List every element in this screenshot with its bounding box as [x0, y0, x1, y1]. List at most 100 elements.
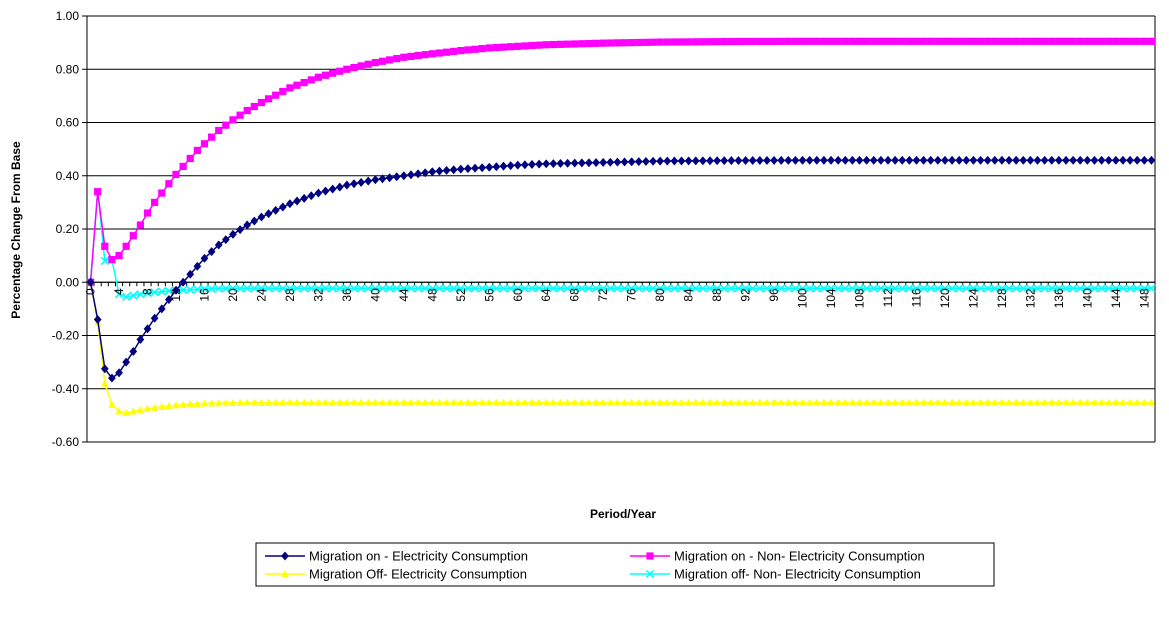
data-point [713, 398, 721, 406]
data-point [307, 398, 315, 406]
data-point [285, 284, 295, 293]
marker-stroke [385, 284, 394, 293]
data-point [1005, 155, 1013, 165]
data-point [1048, 37, 1056, 45]
data-point [663, 38, 671, 46]
data-point [677, 398, 686, 406]
y-tick-label: 1.00 [56, 9, 80, 23]
data-point [158, 189, 166, 197]
data-point [585, 39, 593, 48]
marker-stroke [186, 285, 195, 294]
data-point [635, 398, 643, 406]
data-point [770, 37, 778, 46]
data-point [763, 155, 771, 166]
marker-stroke [591, 284, 601, 293]
data-point [1140, 398, 1148, 406]
marker-stroke [1019, 284, 1028, 293]
data-point [507, 43, 515, 51]
data-point [200, 253, 209, 263]
data-point [905, 155, 914, 165]
data-point [563, 284, 572, 293]
x-tick-label: 72 [596, 288, 610, 302]
marker-stroke [883, 284, 893, 293]
data-point [157, 287, 166, 296]
data-point [570, 158, 579, 168]
data-point [585, 158, 593, 168]
data-point [969, 37, 978, 45]
data-point [1112, 37, 1120, 45]
data-point [870, 398, 878, 406]
data-point [869, 284, 878, 293]
data-point [912, 284, 921, 293]
marker-stroke [620, 284, 629, 293]
marker-stroke [506, 284, 515, 293]
data-point [1054, 155, 1063, 165]
marker-stroke [428, 284, 437, 293]
data-point [763, 37, 771, 46]
y-tick-label: -0.60 [52, 435, 80, 449]
data-point [1033, 155, 1042, 165]
x-tick-label: 100 [796, 288, 810, 308]
data-point [1098, 37, 1106, 45]
marker-stroke [1040, 284, 1049, 293]
marker-stroke [371, 284, 380, 293]
data-point [499, 398, 508, 406]
data-point [200, 284, 209, 294]
marker-stroke [164, 286, 174, 296]
data-point [179, 162, 187, 171]
data-point [1041, 37, 1049, 45]
data-point [321, 186, 330, 196]
data-point [1147, 398, 1156, 406]
data-point [1019, 155, 1028, 165]
data-point [463, 284, 473, 293]
y-tick-label: -0.20 [52, 329, 80, 343]
series-4 [86, 187, 1156, 302]
data-point [528, 41, 536, 50]
data-point [378, 174, 387, 184]
data-point [307, 76, 315, 84]
marker-stroke [193, 285, 202, 294]
data-point [976, 398, 985, 406]
data-point [114, 290, 124, 299]
data-point [221, 235, 230, 245]
data-point [712, 284, 722, 293]
data-point [271, 284, 280, 293]
data-point [649, 156, 657, 166]
data-point [1090, 398, 1099, 406]
data-point [784, 155, 793, 165]
data-point [813, 37, 821, 45]
data-point [812, 155, 821, 165]
data-point [221, 284, 231, 293]
series-3 [86, 278, 1156, 416]
marker-stroke [1068, 284, 1078, 293]
data-point [734, 37, 743, 46]
marker-stroke [1076, 284, 1085, 293]
data-point [962, 155, 971, 165]
data-point [642, 38, 650, 46]
data-point [457, 398, 465, 406]
data-point [670, 398, 678, 406]
data-point [720, 398, 728, 406]
data-point [834, 398, 842, 406]
data-point [293, 81, 301, 89]
data-point [983, 284, 992, 293]
data-point [207, 284, 216, 293]
data-point [513, 160, 522, 170]
data-point [692, 398, 700, 406]
data-point [321, 71, 330, 79]
data-point [314, 73, 322, 81]
data-point [307, 191, 316, 201]
data-point [143, 209, 152, 217]
data-point [642, 398, 650, 406]
data-point [143, 288, 152, 298]
x-tick-label: 144 [1109, 288, 1123, 308]
marker-stroke [1118, 284, 1128, 293]
marker-stroke [356, 284, 366, 293]
data-point [521, 398, 529, 406]
data-point [691, 284, 700, 293]
data-point [414, 398, 422, 406]
data-point [115, 252, 123, 260]
x-tick-label: 12 [169, 288, 183, 302]
data-point [1019, 284, 1028, 293]
